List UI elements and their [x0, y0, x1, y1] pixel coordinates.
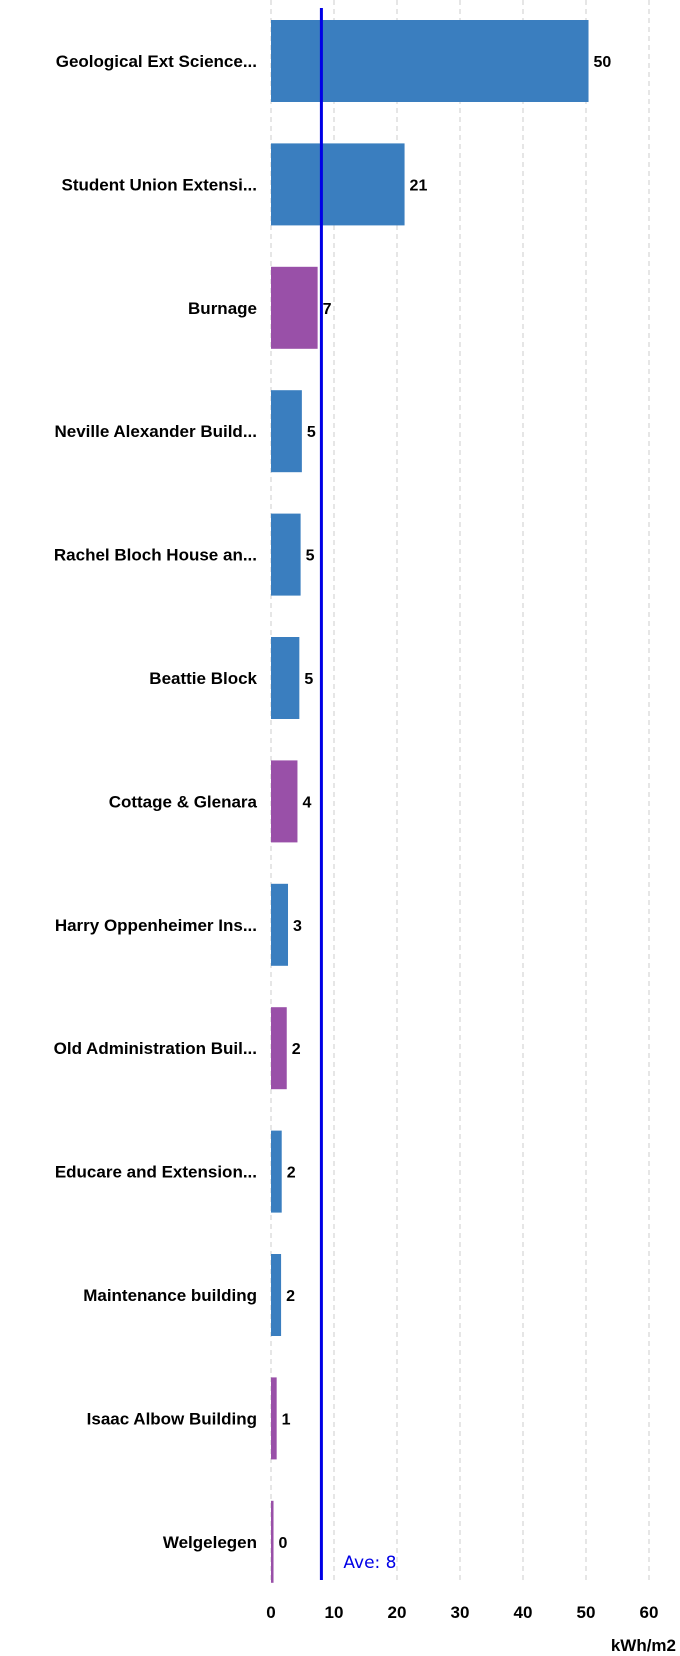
category-label: Rachel Bloch House an...	[54, 546, 257, 565]
x-tick-label: 60	[640, 1603, 659, 1622]
grid-lines	[270, 0, 650, 1580]
bars	[271, 20, 589, 1583]
category-labels: Geological Ext Science... Student Union E…	[54, 52, 258, 1552]
average-label: Ave: 8	[343, 1553, 396, 1573]
value-label: 0	[279, 1535, 288, 1552]
value-label: 2	[286, 1288, 295, 1305]
value-label: 3	[293, 918, 302, 935]
category-label: Educare and Extension...	[55, 1163, 257, 1182]
bar[interactable]	[271, 1254, 282, 1336]
bar[interactable]	[271, 143, 405, 226]
x-axis-unit-label: kWh/m2	[611, 1636, 676, 1655]
bar[interactable]	[271, 1377, 277, 1460]
bar[interactable]	[271, 390, 302, 473]
value-label: 50	[594, 54, 612, 71]
x-tick-label: 50	[577, 1603, 596, 1622]
category-label: Geological Ext Science...	[56, 52, 257, 71]
category-label: Maintenance building	[83, 1286, 257, 1305]
value-label: 4	[302, 794, 311, 811]
bar[interactable]	[271, 760, 298, 843]
category-label: Old Administration Buil...	[54, 1039, 257, 1058]
category-label: Neville Alexander Build...	[55, 422, 258, 441]
value-label: 5	[306, 548, 315, 565]
category-label: Burnage	[188, 299, 257, 318]
average-marker: Ave: 8	[319, 8, 397, 1580]
category-label: Isaac Albow Building	[87, 1409, 257, 1428]
x-tick-label: 30	[451, 1603, 470, 1622]
bar[interactable]	[271, 883, 289, 966]
value-label: 2	[292, 1041, 301, 1058]
category-label: Beattie Block	[149, 669, 257, 688]
x-tick-label: 0	[266, 1603, 275, 1622]
bar[interactable]	[271, 20, 589, 102]
category-label: Harry Oppenheimer Ins...	[55, 916, 257, 935]
x-tick-label: 20	[388, 1603, 407, 1622]
bar[interactable]	[271, 1130, 282, 1213]
bar[interactable]	[271, 1500, 274, 1583]
bar[interactable]	[271, 637, 300, 719]
category-label: Student Union Extensi...	[61, 175, 257, 194]
x-tick-label: 10	[325, 1603, 344, 1622]
category-label: Cottage & Glenara	[109, 792, 258, 811]
value-label: 1	[282, 1411, 291, 1428]
category-label: Welgelegen	[163, 1533, 257, 1552]
bar[interactable]	[271, 266, 318, 349]
x-tick-label: 40	[514, 1603, 533, 1622]
value-label: 7	[323, 301, 332, 318]
bar[interactable]	[271, 1007, 287, 1090]
value-label: 21	[410, 177, 428, 194]
value-label: 5	[307, 424, 316, 441]
bar[interactable]	[271, 513, 301, 596]
x-axis-ticks: 0 10 20 30 40 50 60	[266, 1603, 658, 1622]
value-label: 2	[287, 1165, 296, 1182]
value-label: 5	[304, 671, 313, 688]
